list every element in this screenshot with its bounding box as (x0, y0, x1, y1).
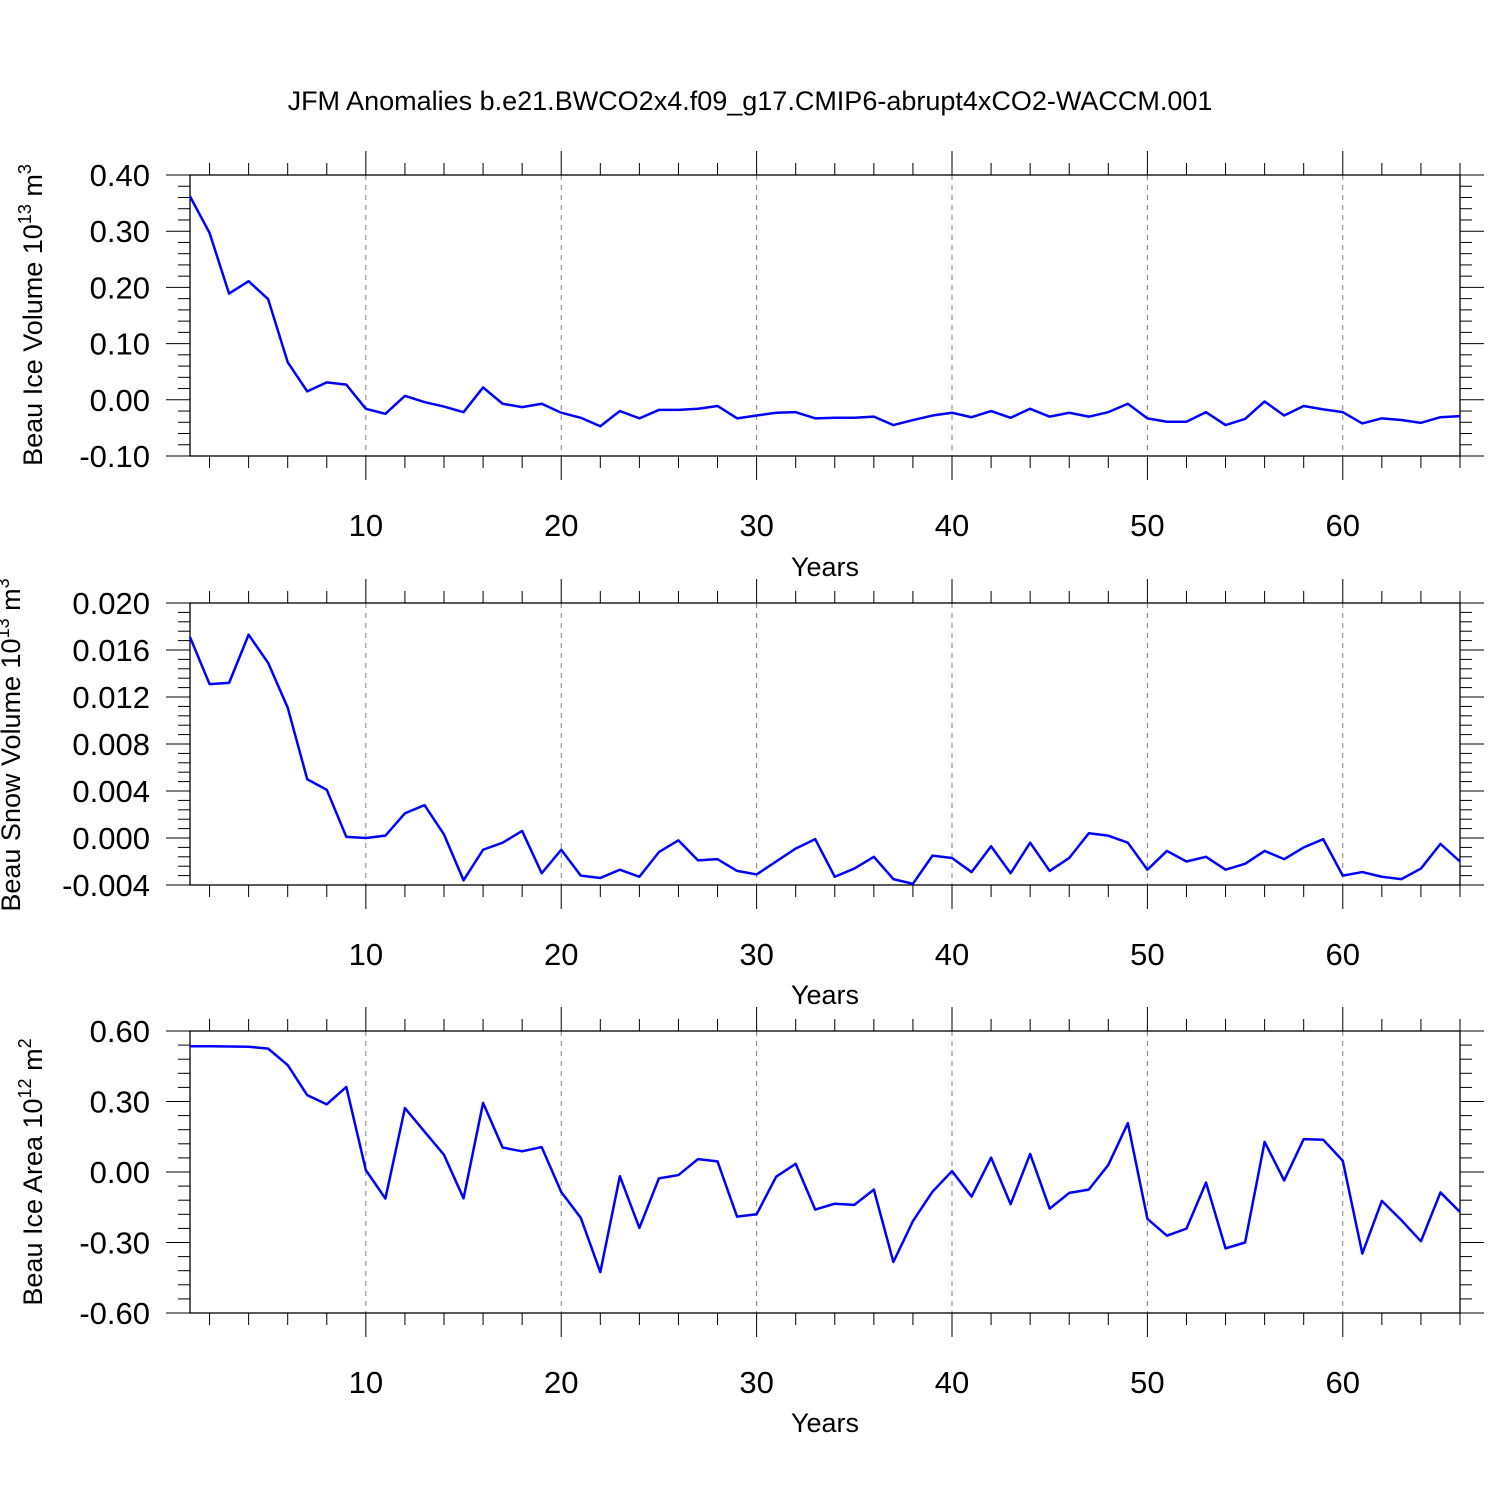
ice-area-y-tick-label: 0.00 (90, 1155, 150, 1190)
ice-volume-x-tick-label: 20 (544, 508, 578, 543)
ice-volume-y-tick-label: 0.10 (90, 327, 150, 362)
snow-volume-x-tick-label: 20 (544, 937, 578, 972)
ice-volume-y-tick-label: 0.20 (90, 270, 150, 305)
ice-area-series-line (190, 1045, 1461, 1274)
snow-volume-xlabel: Years (791, 980, 859, 1010)
ice-volume-x-tick-label: 40 (935, 508, 969, 543)
ice-volume-y-tick-label: 0.00 (90, 383, 150, 418)
snow-volume-y-tick-label: 0.016 (72, 633, 150, 668)
figure-title: JFM Anomalies b.e21.BWCO2x4.f09_g17.CMIP… (287, 86, 1213, 116)
ice-area-y-tick-label: 0.60 (90, 1014, 150, 1049)
snow-volume-series-line (188, 633, 1461, 886)
snow-volume-y-tick-label: 0.012 (72, 680, 150, 715)
ice-area-x-tick-label: 10 (349, 1365, 383, 1400)
ice-volume-x-tick-label: 60 (1326, 508, 1360, 543)
ice-volume-x-tick-label: 10 (349, 508, 383, 543)
ice-area-xlabel: Years (791, 1408, 859, 1438)
ice-area-x-tick-label: 60 (1326, 1365, 1360, 1400)
ice-volume-ylabel: Beau Ice Volume 1013 m3 (15, 164, 48, 466)
ice-area-ylabel: Beau Ice Area 1012 m2 (15, 1038, 48, 1305)
snow-volume-y-tick-label: 0.020 (72, 586, 150, 621)
ice-volume-xlabel: Years (791, 552, 859, 582)
ice-volume-plot-frame (189, 174, 1461, 457)
ice-area-x-tick-label: 40 (935, 1365, 969, 1400)
snow-volume-x-tick-label: 10 (349, 937, 383, 972)
snow-volume-x-tick-label: 40 (935, 937, 969, 972)
ice-area-x-tick-label: 50 (1130, 1365, 1164, 1400)
snow-volume-x-tick-label: 60 (1326, 937, 1360, 972)
snow-volume-y-tick-label: -0.004 (62, 868, 150, 903)
ice-area-y-tick-label: -0.30 (79, 1226, 150, 1261)
ice-volume-x-tick-label: 30 (739, 508, 773, 543)
ice-area-x-tick-label: 30 (739, 1365, 773, 1400)
ice-volume-x-tick-label: 50 (1130, 508, 1164, 543)
ice-volume-y-tick-label: -0.10 (79, 439, 150, 474)
snow-volume-y-tick-label: 0.004 (72, 774, 150, 809)
snow-volume-y-tick-label: 0.008 (72, 727, 150, 762)
ice-area-y-tick-label: 0.30 (90, 1085, 150, 1120)
ice-area-y-tick-label: -0.60 (79, 1296, 150, 1331)
ice-volume-y-tick-label: 0.30 (90, 214, 150, 249)
snow-volume-x-tick-label: 30 (739, 937, 773, 972)
snow-volume-ylabel: Beau Snow Volume 1013 m3 (0, 578, 26, 911)
snow-volume-x-tick-label: 50 (1130, 937, 1164, 972)
ice-area-plot-frame (189, 1030, 1461, 1314)
ice-area-x-tick-label: 20 (544, 1365, 578, 1400)
snow-volume-y-tick-label: 0.000 (72, 821, 150, 856)
ice-volume-series-line (188, 195, 1461, 428)
ice-volume-y-tick-label: 0.40 (90, 158, 150, 193)
